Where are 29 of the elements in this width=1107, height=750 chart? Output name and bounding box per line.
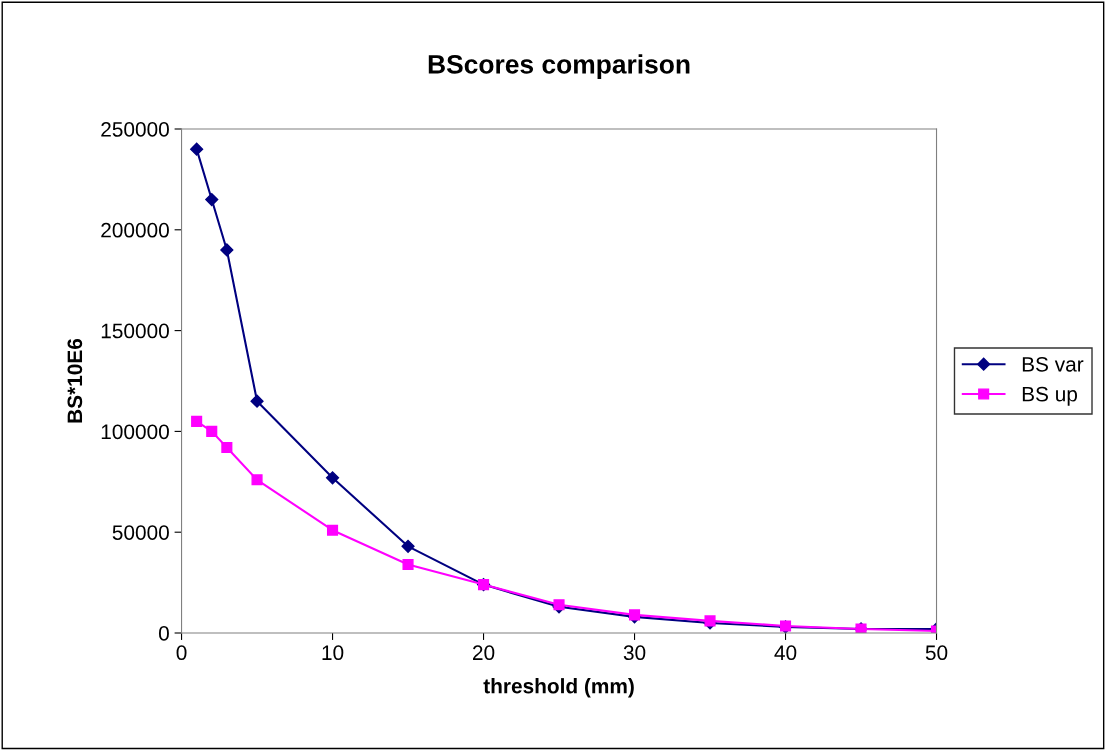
y-tick-label: 50000 bbox=[112, 525, 169, 540]
point bbox=[220, 243, 234, 257]
x-tick-label: 50 bbox=[925, 645, 948, 661]
y-axis-title: BS*10E6 bbox=[67, 338, 83, 423]
x-axis-title: threshold (mm) bbox=[483, 678, 634, 698]
point bbox=[206, 425, 218, 437]
y-tick-label: 200000 bbox=[101, 222, 169, 238]
point bbox=[402, 558, 414, 571]
x-tick-label: 40 bbox=[774, 645, 797, 661]
y-tick-label: 0 bbox=[158, 626, 169, 641]
point bbox=[190, 142, 204, 156]
y-tick-label: 150000 bbox=[101, 323, 169, 339]
y-tick-label: 250000 bbox=[101, 122, 169, 137]
x-tick-label: 10 bbox=[322, 645, 344, 661]
x-tick-label: 20 bbox=[473, 645, 495, 661]
point bbox=[250, 394, 264, 408]
legend-label: BS up bbox=[1022, 386, 1078, 406]
point bbox=[205, 192, 219, 207]
x-tick-label: 0 bbox=[176, 645, 187, 661]
y-tick-label: 100000 bbox=[101, 424, 169, 440]
point bbox=[326, 524, 339, 536]
chart-title: BScores comparison bbox=[428, 54, 690, 79]
point bbox=[401, 539, 415, 553]
x-tick-label: 30 bbox=[623, 645, 646, 661]
point bbox=[251, 474, 263, 486]
legend-label: BS var bbox=[1022, 356, 1084, 372]
point bbox=[221, 441, 233, 454]
point bbox=[191, 415, 203, 427]
point bbox=[325, 471, 340, 485]
